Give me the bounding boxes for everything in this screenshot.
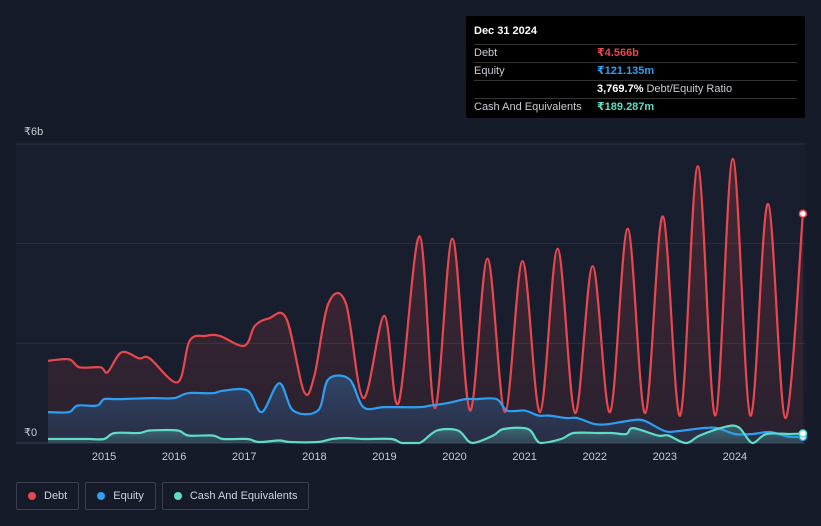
tooltip-label-cash: Cash And Equivalents [474,101,582,113]
x-axis-labels: 2015 2016 2017 2018 2019 2020 2021 2022 2023 2024 [92,451,747,463]
tooltip-row-cash: Cash And Equivalents ₹189.287m [474,99,797,116]
legend-label-cash: Cash And Equivalents [189,490,298,502]
tooltip: Dec 31 2024 Debt ₹4.566b Equity ₹121.135… [466,16,805,118]
series-lines [47,157,804,445]
end-marker-cash [798,429,808,438]
x-tick-label-2021: 2021 [512,451,536,463]
x-tick-label-2024: 2024 [723,451,747,463]
tooltip-label-debt: Debt [474,47,498,59]
legend-dot-equity [97,492,106,500]
x-tick-label-2016: 2016 [162,451,186,463]
y-axis-labels: ₹6b ₹0 [24,126,43,439]
legend-dot-cash [173,492,182,500]
tooltip-row-equity: Equity ₹121.135m [474,63,797,81]
legend: Debt Equity Cash And Equivalents [16,482,310,510]
tooltip-value-ratio: 3,769.7% [597,83,644,95]
end-markers [798,209,808,442]
tooltip-label-ratio [474,81,597,98]
legend-item-equity[interactable]: Equity [85,482,156,510]
x-tick-label-2022: 2022 [582,451,606,463]
legend-item-debt[interactable]: Debt [16,482,80,510]
legend-label-debt: Debt [44,490,68,502]
tooltip-value-debt: ₹4.566b [597,47,639,59]
line-cash [48,424,803,445]
x-tick-label-2018: 2018 [302,451,326,463]
tooltip-date: Dec 31 2024 [474,24,797,45]
line-debt [47,157,804,420]
y-tick-label-zero: ₹0 [24,427,37,439]
x-tick-label-2019: 2019 [372,451,396,463]
legend-item-cash[interactable]: Cash And Equivalents [161,482,310,510]
tooltip-row-debt: Debt ₹4.566b [474,45,797,63]
legend-label-equity: Equity [113,490,144,502]
area-equity [48,375,803,443]
tooltip-row-ratio: 3,769.7% Debt/Equity Ratio [474,81,797,99]
tooltip-ratio-suffix: Debt/Equity Ratio [646,83,733,95]
y-tick-label-top: ₹6b [24,126,43,138]
line-equity [47,374,803,439]
x-tick-label-2017: 2017 [232,451,256,463]
legend-dot-debt [28,492,36,500]
end-marker-debt [798,209,808,219]
tooltip-value-equity: ₹121.135m [597,65,655,77]
tooltip-label-equity: Equity [474,65,505,77]
x-tick-label-2015: 2015 [92,451,116,463]
area-cash [48,425,803,443]
x-tick-label-2023: 2023 [653,451,677,463]
tooltip-value-cash: ₹189.287m [597,101,655,113]
x-tick-label-2020: 2020 [442,451,466,463]
